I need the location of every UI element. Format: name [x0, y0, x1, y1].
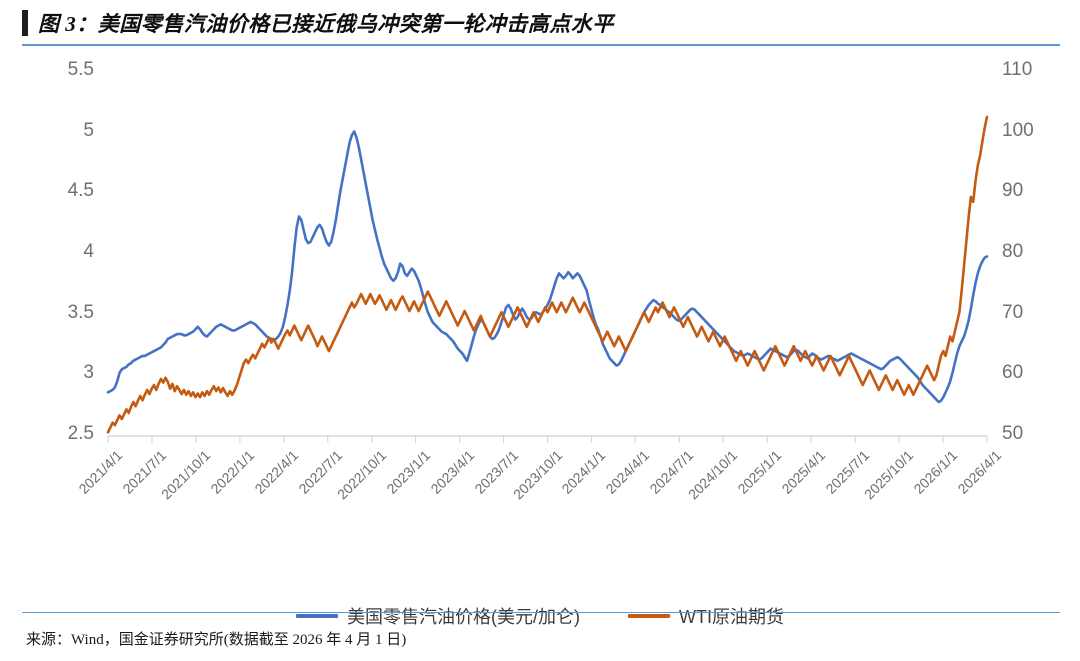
title-accent-bar — [22, 10, 28, 36]
y-axis-right-tick-label: 60 — [1002, 362, 1024, 384]
legend-color-swatch — [628, 614, 670, 618]
y-axis-left-tick-label: 3.5 — [67, 301, 94, 323]
chart-legend: 美国零售汽油价格(美元/加仑) WTI原油期货 — [0, 603, 1080, 629]
y-axis-left-tick-label: 3 — [83, 362, 94, 384]
y-axis-left-tick-label: 2.5 — [67, 423, 94, 444]
y-axis-right-tick-label: 50 — [1002, 423, 1024, 444]
y-axis-left-tick-label: 4.5 — [67, 180, 94, 202]
chart-plot — [106, 115, 989, 443]
series-layer — [106, 115, 989, 434]
legend-label: 美国零售汽油价格(美元/加仑) — [347, 607, 580, 627]
y-axis-left-tick-label: 5 — [83, 119, 94, 141]
chart-container: 5.5 5 4.5 4 3.5 3 2.5 110 100 90 80 70 60 50 2021/4/… — [0, 50, 1080, 627]
axis-layer — [107, 435, 988, 443]
legend-label: WTI原油期货 — [679, 607, 784, 627]
series-line — [106, 115, 989, 434]
figure-title-block: 图 3：美国零售汽油价格已接近俄乌冲突第一轮冲击高点水平 — [22, 8, 1060, 44]
y-axis-left-tick-label: 4 — [83, 241, 94, 262]
y-axis-left-tick-label: 5.5 — [67, 59, 94, 80]
y-axis-right-tick-label: 90 — [1002, 180, 1024, 202]
source-note: 来源：Wind，国金证券研究所(数据截至 2026 年 4 月 1 日) — [26, 632, 407, 648]
source-divider — [22, 612, 1060, 613]
y-axis-right-tick-label: 100 — [1002, 119, 1034, 141]
y-axis-right-tick-label: 80 — [1002, 241, 1024, 262]
series-line — [106, 130, 989, 404]
page-title: 图 3：美国零售汽油价格已接近俄乌冲突第一轮冲击高点水平 — [38, 12, 614, 36]
legend-color-swatch — [296, 614, 338, 618]
legend-item[interactable]: WTI原油期货 — [628, 603, 784, 629]
y-axis-right-tick-label: 110 — [1002, 59, 1033, 80]
legend-item[interactable]: 美国零售汽油价格(美元/加仑) — [296, 603, 580, 629]
title-divider — [22, 44, 1060, 46]
y-axis-right-tick-label: 70 — [1002, 301, 1024, 323]
